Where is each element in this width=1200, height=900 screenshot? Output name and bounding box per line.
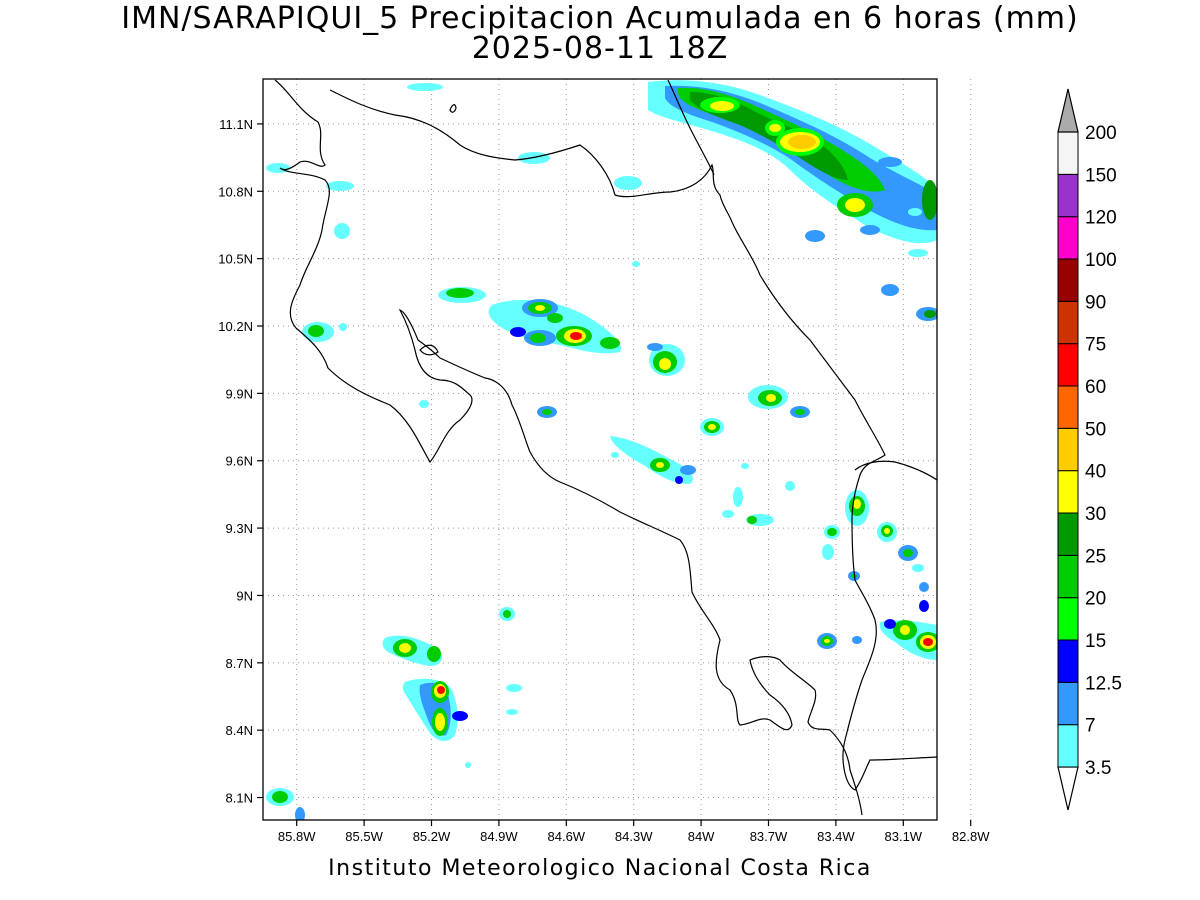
colorbar-segment xyxy=(1057,639,1079,683)
latitude-axis: 8.1N 8.4N 8.7N 9N 9.3N 9.6N 9.9N 10.2N 10.5N 10.8… xyxy=(218,117,263,806)
colorbar-segment xyxy=(1057,724,1079,768)
colorbar-segment xyxy=(1057,512,1079,556)
colorbar-label: 3.5 xyxy=(1085,758,1111,779)
precip-cell-northeast xyxy=(266,80,937,321)
lat-tick-label: 10.2N xyxy=(218,319,253,334)
colorbar-label: 7 xyxy=(1085,716,1096,737)
colorbar-label: 60 xyxy=(1085,377,1106,398)
colorbar-label: 40 xyxy=(1085,462,1106,483)
colorbar-label: 200 xyxy=(1085,123,1117,144)
colorbar-label: 150 xyxy=(1085,165,1117,186)
colorbar-min-triangle xyxy=(1057,766,1079,811)
lon-tick-label: 84.3W xyxy=(615,829,653,844)
colorbar-label: 30 xyxy=(1085,504,1106,525)
lon-tick-label: 85.5W xyxy=(345,829,383,844)
colorbar-label: 120 xyxy=(1085,208,1117,229)
lon-tick-label: 85.2W xyxy=(413,829,451,844)
footer-credit: Instituto Meteorologico Nacional Costa R… xyxy=(328,856,872,881)
lon-tick-label: 85.8W xyxy=(278,829,316,844)
lat-tick-label: 11.1N xyxy=(219,117,253,132)
lat-tick-label: 10.5N xyxy=(218,252,253,267)
lat-tick-label: 9.3N xyxy=(226,521,253,536)
colorbar-segment xyxy=(1057,470,1079,514)
colorbar-label: 100 xyxy=(1085,250,1117,271)
colorbar-label: 20 xyxy=(1085,589,1106,610)
lon-tick-label: 84.9W xyxy=(480,829,518,844)
lat-tick-label: 8.7N xyxy=(226,656,253,671)
colorbar-segment xyxy=(1057,427,1079,472)
colorbar-label: 12.5 xyxy=(1085,673,1122,694)
lon-tick-label: 83.4W xyxy=(817,829,855,844)
colorbar-max-triangle xyxy=(1057,88,1079,133)
map-frame xyxy=(262,78,938,821)
lat-tick-label: 9.9N xyxy=(226,386,253,401)
lat-tick-label: 10.8N xyxy=(218,184,253,199)
precip-cell-southwest xyxy=(266,607,522,820)
colorbar-segment xyxy=(1057,681,1079,726)
lon-tick-label: 84.6W xyxy=(548,829,586,844)
lat-tick-label: 9N xyxy=(236,588,253,603)
lat-tick-label: 9.6N xyxy=(226,454,253,469)
map-datetime: 2025-08-11 18Z xyxy=(471,31,729,66)
map-title: IMN/SARAPIQUI_5 Precipitacion Acumulada … xyxy=(121,1,1079,36)
lon-tick-label: 84W xyxy=(688,829,715,844)
coastlines xyxy=(274,79,937,816)
colorbar-segment xyxy=(1057,258,1079,302)
colorbar-segment xyxy=(1057,216,1079,260)
lat-tick-label: 8.4N xyxy=(226,723,253,738)
precip-cell-southeast xyxy=(817,490,937,660)
lon-tick-label: 83.1W xyxy=(885,829,923,844)
colorbar-label: 50 xyxy=(1085,419,1106,440)
precipitation-field xyxy=(266,80,937,820)
colorbar: 3.5 7 12.5 15 20 25 30 40 50 60 75 90 100 120 150 200 xyxy=(1057,88,1122,811)
lon-tick-label: 82.8W xyxy=(952,829,990,844)
colorbar-segment xyxy=(1057,597,1079,641)
colorbar-segment xyxy=(1057,300,1079,345)
colorbar-segment xyxy=(1057,385,1079,429)
colorbar-label: 75 xyxy=(1085,335,1106,356)
colorbar-segment xyxy=(1057,131,1079,175)
lon-tick-label: 83.7W xyxy=(750,829,788,844)
colorbar-segment xyxy=(1057,173,1079,218)
precip-cell-central xyxy=(302,261,810,526)
colorbar-label: 15 xyxy=(1085,631,1106,652)
colorbar-segment xyxy=(1057,554,1079,599)
colorbar-label: 25 xyxy=(1085,546,1106,567)
longitude-axis: 85.8W 85.5W 85.2W 84.9W 84.6W 84.3W 84W 83.7W 83… xyxy=(278,820,990,844)
colorbar-segment xyxy=(1057,343,1079,387)
lat-tick-label: 8.1N xyxy=(226,791,253,806)
colorbar-label: 90 xyxy=(1085,292,1106,313)
